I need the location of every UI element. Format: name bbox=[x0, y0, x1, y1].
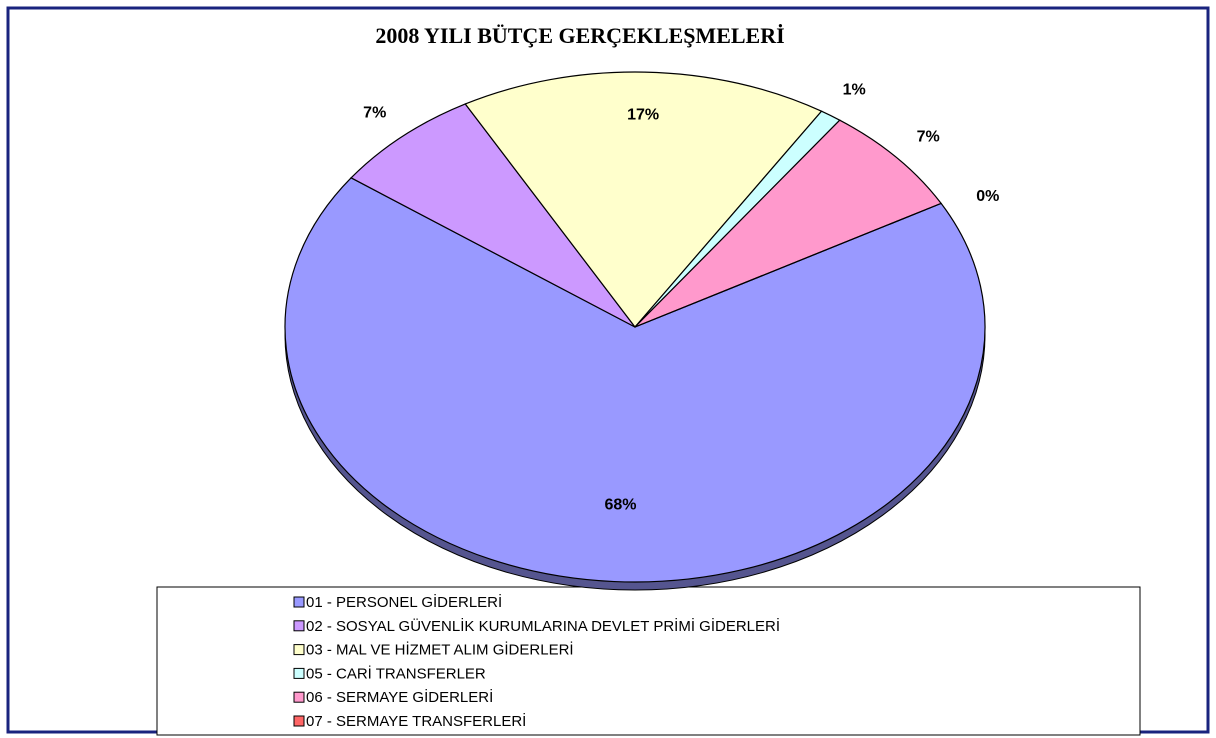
legend-label: 02 - SOSYAL GÜVENLİK KURUMLARINA DEVLET … bbox=[306, 617, 780, 635]
value-label: 1% bbox=[843, 81, 866, 98]
legend-swatch bbox=[293, 691, 305, 703]
legend-swatch bbox=[293, 667, 305, 679]
pie-slice bbox=[634, 119, 943, 328]
legend-label: 07 - SERMAYE TRANSFERLERİ bbox=[306, 712, 526, 730]
value-label: 7% bbox=[917, 129, 940, 146]
chart-title: 2008 YILI BÜTÇE GERÇEKLEŞMELERİ bbox=[375, 23, 784, 48]
legend-label: 06 - SERMAYE GİDERLERİ bbox=[306, 688, 493, 706]
legend-label: 05 - CARİ TRANSFERLER bbox=[306, 664, 486, 682]
legend-swatch bbox=[293, 596, 305, 608]
value-label: 0% bbox=[976, 188, 999, 205]
value-label: 7% bbox=[363, 105, 386, 122]
legend-swatch bbox=[293, 715, 305, 727]
pie-slice bbox=[464, 71, 823, 328]
value-label: 17% bbox=[627, 107, 659, 124]
pie-slice bbox=[350, 103, 636, 328]
legend-label: 03 - MAL VE HİZMET ALIM GİDERLERİ bbox=[306, 641, 574, 659]
pie-slice bbox=[634, 202, 942, 328]
legend-label: 01 - PERSONEL GİDERLERİ bbox=[306, 593, 502, 611]
value-label: 68% bbox=[604, 496, 636, 513]
legend-swatch bbox=[293, 620, 305, 632]
legend-box bbox=[156, 586, 1141, 736]
legend-swatch bbox=[293, 644, 305, 656]
pie-slice bbox=[284, 177, 986, 583]
